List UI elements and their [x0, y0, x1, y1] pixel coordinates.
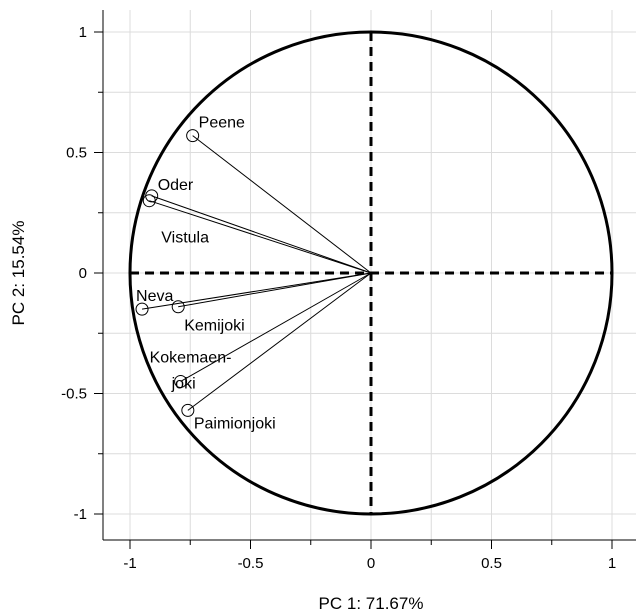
loading-vector — [178, 272, 372, 308]
point-label: Kemijoki — [184, 318, 244, 335]
loading-points — [135, 129, 200, 417]
loading-vector — [141, 272, 372, 310]
y-tick-label: 1 — [79, 24, 87, 41]
y-tick-label: 0 — [79, 265, 87, 282]
loading-point — [181, 403, 195, 417]
loading-point — [174, 374, 188, 388]
x-tick-label: 1 — [608, 555, 616, 572]
loading-point — [171, 300, 185, 314]
point-label: Neva — [136, 288, 173, 305]
x-tick-label: -0.5 — [238, 555, 264, 572]
loading-vector — [151, 195, 372, 274]
point-labels: Peene Oder Vistula Neva Kemijoki Kokemaen-jok… — [136, 115, 276, 433]
loading-point — [186, 129, 200, 143]
point-label: Kokemaen-joki — [150, 349, 232, 392]
x-tick-label: 0.5 — [481, 555, 502, 572]
loading-vector — [180, 272, 372, 382]
x-axis-title: PC 1: 71.67% — [319, 594, 424, 613]
y-axis-title: PC 2: 15.54% — [9, 221, 28, 326]
axes-frame — [102, 10, 636, 541]
loading-point — [135, 302, 149, 316]
loading-vectors — [141, 135, 372, 411]
x-tick-label: -1 — [123, 555, 136, 572]
point-label: Peene — [199, 115, 245, 132]
point-label: Paimionjoki — [194, 415, 276, 432]
loading-vector — [187, 272, 372, 411]
y-tick-label: -0.5 — [61, 386, 87, 403]
loading-point — [142, 194, 156, 208]
y-tick-label: -1 — [74, 506, 87, 523]
point-label: Vistula — [161, 230, 209, 247]
loading-vector — [192, 135, 372, 274]
loading-vector — [149, 200, 372, 274]
y-tick-label: 0.5 — [66, 145, 87, 162]
ticks: -1 -0.5 0 0.5 1 -1 -0.5 0 0.5 1 — [61, 24, 616, 572]
x-tick-label: 0 — [367, 555, 375, 572]
point-label: Oder — [158, 177, 194, 194]
